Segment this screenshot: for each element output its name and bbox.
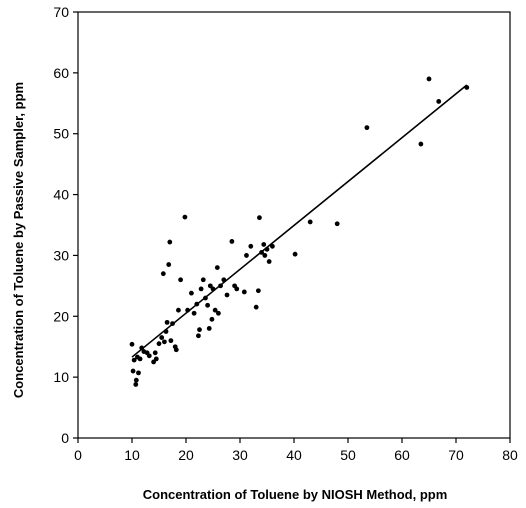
data-point (218, 283, 223, 289)
data-point (197, 327, 202, 333)
data-point (221, 277, 227, 283)
data-point (259, 249, 264, 255)
x-tick-label: 0 (74, 447, 82, 463)
x-tick-label: 20 (178, 447, 194, 463)
data-point (216, 310, 221, 316)
data-point (307, 219, 313, 225)
data-point (136, 370, 141, 376)
data-point (212, 307, 218, 313)
data-point (139, 345, 145, 351)
data-point (198, 286, 204, 292)
y-axis-ticks: 0 10 20 30 40 50 60 70 (53, 4, 78, 446)
y-tick-label: 20 (53, 308, 69, 324)
data-point (200, 277, 206, 283)
data-point (189, 290, 194, 296)
y-tick-label: 40 (53, 187, 69, 203)
data-point (130, 368, 136, 374)
data-point (162, 339, 167, 345)
data-point (266, 259, 272, 264)
data-point (129, 341, 135, 347)
data-point (262, 253, 268, 258)
y-tick-label: 60 (53, 65, 69, 81)
x-tick-label: 50 (340, 447, 356, 463)
x-tick-label: 70 (448, 447, 464, 463)
data-point (191, 310, 197, 316)
data-point (270, 243, 275, 249)
data-point (185, 307, 191, 313)
data-point (257, 215, 262, 221)
data-point (209, 316, 215, 322)
regression-line (131, 84, 468, 358)
data-point (253, 304, 259, 310)
data-point (364, 125, 370, 131)
data-point (153, 356, 159, 362)
data-point (229, 239, 235, 244)
y-tick-label: 70 (53, 4, 69, 20)
data-point (133, 382, 139, 387)
data-point (160, 271, 166, 277)
data-point (166, 262, 172, 267)
data-point (206, 326, 212, 331)
data-point (194, 301, 200, 307)
data-point (164, 319, 170, 325)
y-tick-label: 30 (53, 247, 69, 263)
x-axis-title: Concentration of Toluene by NIOSH Method… (143, 487, 448, 502)
data-points (129, 76, 470, 387)
data-point (170, 321, 175, 326)
data-point (418, 141, 424, 147)
data-point (176, 307, 181, 313)
data-point (205, 302, 211, 308)
data-point (436, 99, 442, 104)
x-tick-label: 40 (286, 447, 302, 463)
x-tick-label: 60 (394, 447, 410, 463)
data-point (196, 333, 201, 339)
data-point (152, 350, 158, 356)
data-point (178, 277, 184, 283)
data-point (464, 85, 470, 90)
data-point (264, 246, 270, 252)
data-point (133, 377, 139, 383)
data-point (156, 341, 162, 347)
data-point (214, 265, 220, 270)
regression-line-group (131, 84, 468, 358)
data-point (241, 289, 247, 295)
data-point (137, 356, 143, 362)
data-point (334, 221, 340, 227)
data-point (168, 338, 174, 344)
x-tick-label: 10 (124, 447, 140, 463)
data-point (255, 288, 261, 294)
data-point (173, 347, 179, 353)
y-tick-label: 50 (53, 126, 69, 142)
data-point (224, 292, 230, 298)
data-point (426, 76, 432, 82)
data-point (234, 286, 240, 292)
data-point (159, 335, 165, 340)
x-axis-ticks: 0 10 20 30 40 50 60 70 80 (74, 438, 518, 463)
data-point (203, 295, 208, 301)
x-tick-label: 80 (502, 447, 518, 463)
data-point (244, 253, 249, 258)
data-point (146, 353, 152, 359)
y-tick-label: 0 (61, 430, 69, 446)
data-point (210, 286, 216, 292)
data-point (292, 251, 298, 257)
data-point (163, 329, 169, 334)
data-point (167, 239, 173, 245)
data-point (248, 243, 254, 249)
x-tick-label: 30 (232, 447, 248, 463)
data-point (131, 357, 137, 363)
y-axis-title: Concentration of Toluene by Passive Samp… (11, 82, 26, 398)
y-tick-label: 10 (53, 369, 69, 385)
data-point (261, 242, 267, 247)
data-point (182, 214, 188, 220)
